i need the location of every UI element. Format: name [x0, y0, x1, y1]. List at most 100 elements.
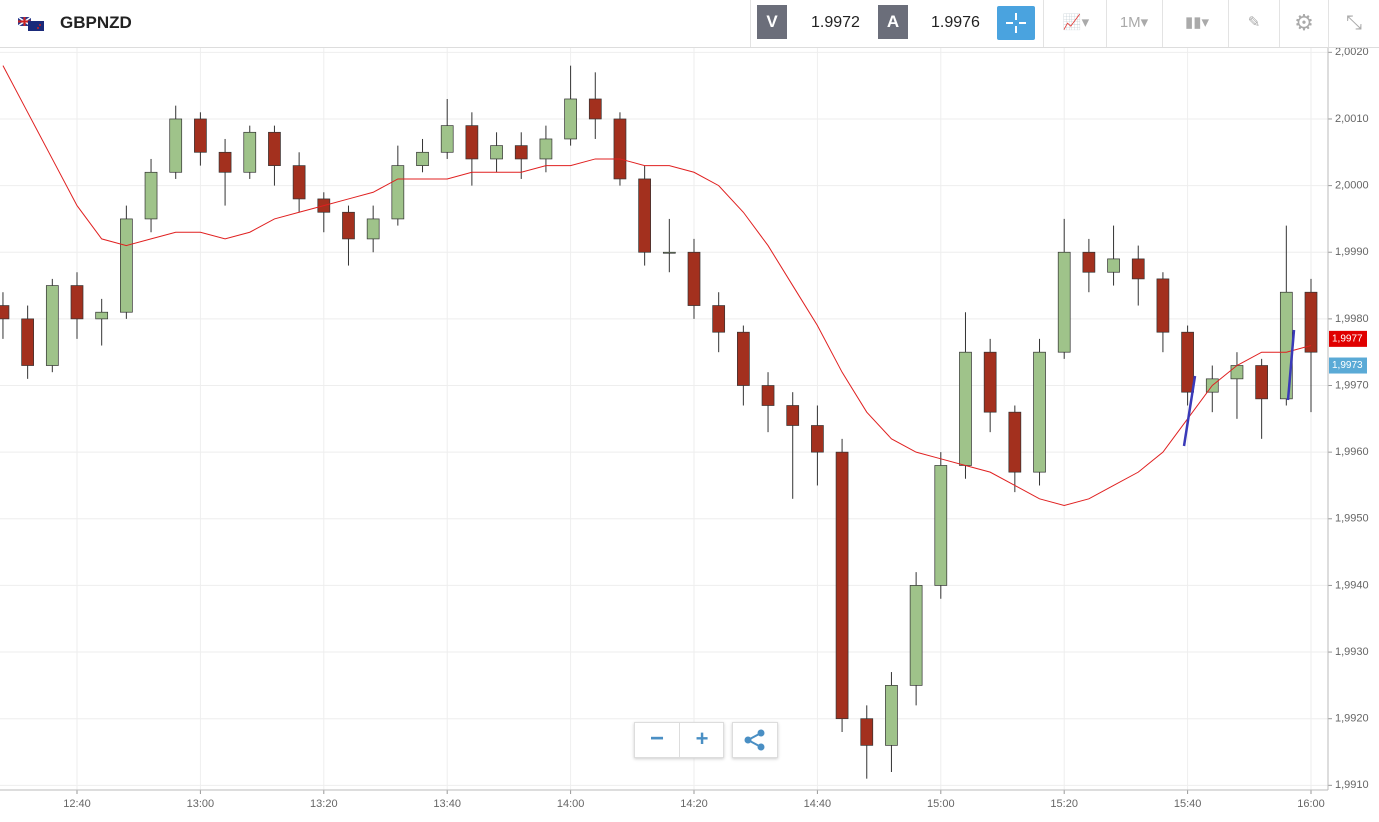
- price-tag: [1329, 357, 1367, 374]
- candle-body: [465, 125, 479, 160]
- y-tick-label: 1,9990: [1335, 246, 1369, 258]
- candle-body: [169, 118, 183, 173]
- candle-body: [687, 251, 701, 306]
- flag-icon: [18, 17, 44, 31]
- x-tick-label: 15:00: [927, 798, 955, 810]
- zoom-out-button[interactable]: −: [649, 725, 664, 752]
- moving-average: [2, 65, 1312, 506]
- draw-button[interactable]: ✎: [1247, 14, 1261, 31]
- candle-body: [835, 451, 849, 720]
- separator: [750, 0, 751, 47]
- candle-body: [860, 718, 874, 746]
- candle-body: [416, 151, 429, 166]
- candle-body: [885, 685, 898, 746]
- candle-body: [1255, 365, 1268, 400]
- y-tick-label: 1,9910: [1335, 779, 1369, 791]
- candle-body: [1181, 331, 1194, 393]
- x-tick-label: 16:00: [1297, 798, 1325, 810]
- candle-body: [1304, 291, 1318, 353]
- y-tick-label: 2,0010: [1335, 113, 1369, 125]
- y-tick-label: 2,0000: [1335, 180, 1369, 192]
- zoom-controls: − +: [634, 722, 724, 758]
- y-tick-label: 1,9970: [1335, 379, 1369, 391]
- candle-body: [761, 385, 775, 406]
- y-tick-label: 2,0020: [1335, 46, 1369, 58]
- candle-body: [712, 305, 726, 333]
- candle-body: [588, 98, 602, 120]
- candle-body: [70, 285, 84, 320]
- x-tick-label: 13:20: [310, 798, 338, 810]
- candle-body: [811, 425, 824, 453]
- y-tick-label: 1,9930: [1335, 646, 1369, 658]
- buy-label[interactable]: A: [878, 5, 908, 39]
- crosshair-icon: [1006, 13, 1026, 33]
- separator: [1043, 0, 1044, 47]
- candle-body: [194, 118, 207, 153]
- y-tick-label: 1,9960: [1335, 446, 1369, 458]
- candle-body: [317, 198, 331, 213]
- candle-body: [1156, 278, 1170, 333]
- separator: [1328, 0, 1329, 47]
- candle-body: [1205, 378, 1219, 393]
- timeframe: 1M: [1119, 14, 1141, 31]
- candle-body: [514, 145, 528, 160]
- x-tick-label: 14:00: [557, 798, 585, 810]
- share-icon: [744, 729, 765, 751]
- separator: [1279, 0, 1280, 47]
- y-tick-label: 1,9980: [1335, 313, 1369, 325]
- buy-price[interactable]: 1.9976: [931, 14, 980, 31]
- timeframe-button[interactable]: 1M▾: [1119, 14, 1149, 31]
- candle-body: [959, 351, 972, 466]
- x-tick-label: 14:40: [804, 798, 832, 810]
- candle-body: [243, 131, 257, 173]
- settings-button[interactable]: ⚙: [1294, 10, 1314, 35]
- x-tick-label: 14:20: [680, 798, 708, 810]
- candle-body: [613, 118, 627, 180]
- candle-body: [21, 318, 34, 366]
- candle-body: [983, 351, 997, 413]
- candle-body: [440, 125, 454, 153]
- share-button[interactable]: [732, 722, 778, 758]
- candle-body: [1008, 411, 1022, 473]
- candle-body: [638, 178, 651, 253]
- x-tick-label: 13:40: [433, 798, 461, 810]
- candle-body: [1057, 251, 1071, 353]
- price-tag: [1329, 330, 1367, 347]
- zoom-in-button[interactable]: +: [679, 723, 724, 757]
- drawing: [1286, 329, 1296, 401]
- chart-type-button[interactable]: 📈▾: [1062, 14, 1090, 31]
- candle-body: [909, 585, 923, 686]
- separator: [1162, 0, 1163, 47]
- candle-body: [1131, 258, 1145, 280]
- y-tick-label: 1,9920: [1335, 713, 1369, 725]
- separator: [1228, 0, 1229, 47]
- price-tag-label: 1,9973: [1332, 360, 1363, 371]
- candle-body: [1107, 258, 1120, 273]
- candle-body: [391, 165, 405, 220]
- x-tick-label: 15:40: [1174, 798, 1202, 810]
- candle-body: [366, 218, 380, 240]
- candle-body: [144, 171, 158, 220]
- sell-label[interactable]: V: [757, 5, 787, 39]
- x-tick-label: 13:00: [187, 798, 215, 810]
- crosshair-button[interactable]: [997, 6, 1035, 40]
- symbol: GBPNZD: [60, 13, 132, 32]
- candle-body: [662, 251, 676, 254]
- x-tick-label: 15:20: [1050, 798, 1078, 810]
- candle-body: [45, 285, 59, 366]
- candle-body: [1230, 365, 1244, 380]
- candle-body: [786, 405, 800, 426]
- candle-body: [120, 218, 133, 313]
- candle-body: [1279, 291, 1293, 400]
- candle-body: [95, 311, 109, 320]
- x-tick-label: 12:40: [63, 798, 91, 810]
- sell-price[interactable]: 1.9972: [811, 14, 860, 31]
- candle-body: [342, 211, 355, 240]
- collapse-button[interactable]: ⤡: [1346, 12, 1362, 34]
- candle-body: [292, 165, 306, 200]
- indicators-button[interactable]: ▮▮▾: [1184, 14, 1210, 31]
- candle-body: [737, 331, 750, 386]
- candle-body: [218, 151, 232, 173]
